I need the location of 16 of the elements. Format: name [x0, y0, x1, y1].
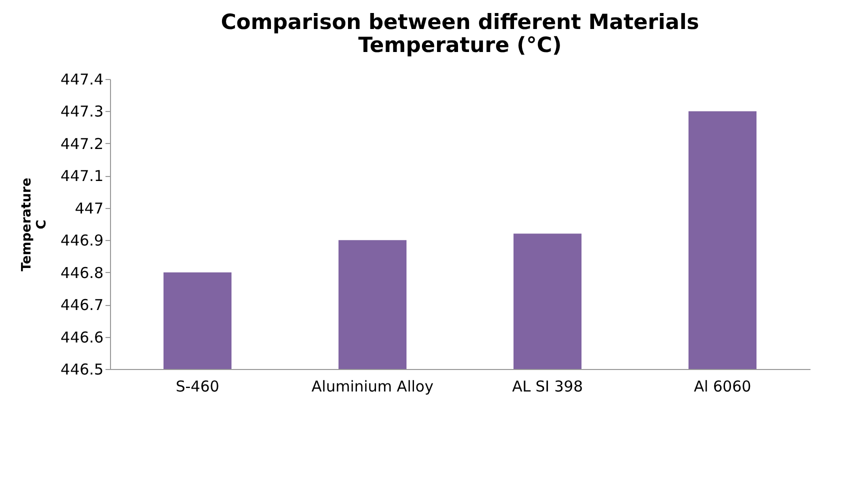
y-tick-label: 446.6 — [60, 328, 104, 346]
y-tick-label: 447 — [74, 199, 104, 218]
chart-title: Comparison between different Materials Temperature (°C) — [220, 10, 700, 57]
y-tick-label: 447.2 — [60, 134, 104, 153]
x-tick-label: Al 6060 — [694, 378, 752, 396]
y-tick-label: 446.9 — [60, 232, 104, 250]
y-tick-label: 447.4 — [60, 70, 104, 88]
y-tick-label: 446.5 — [60, 360, 104, 378]
y-axis-title: Temperature C — [20, 178, 50, 272]
x-tick-label: AL SI 398 — [512, 378, 583, 396]
y-tick-label: 447.1 — [60, 167, 104, 186]
x-tick-label: Aluminium Alloy — [312, 378, 434, 396]
y-tick-label: 446.7 — [60, 296, 104, 314]
x-tick-label: S-460 — [176, 378, 220, 396]
y-tick-label: 447.3 — [60, 102, 104, 121]
y-tick-label: 446.8 — [60, 264, 104, 282]
